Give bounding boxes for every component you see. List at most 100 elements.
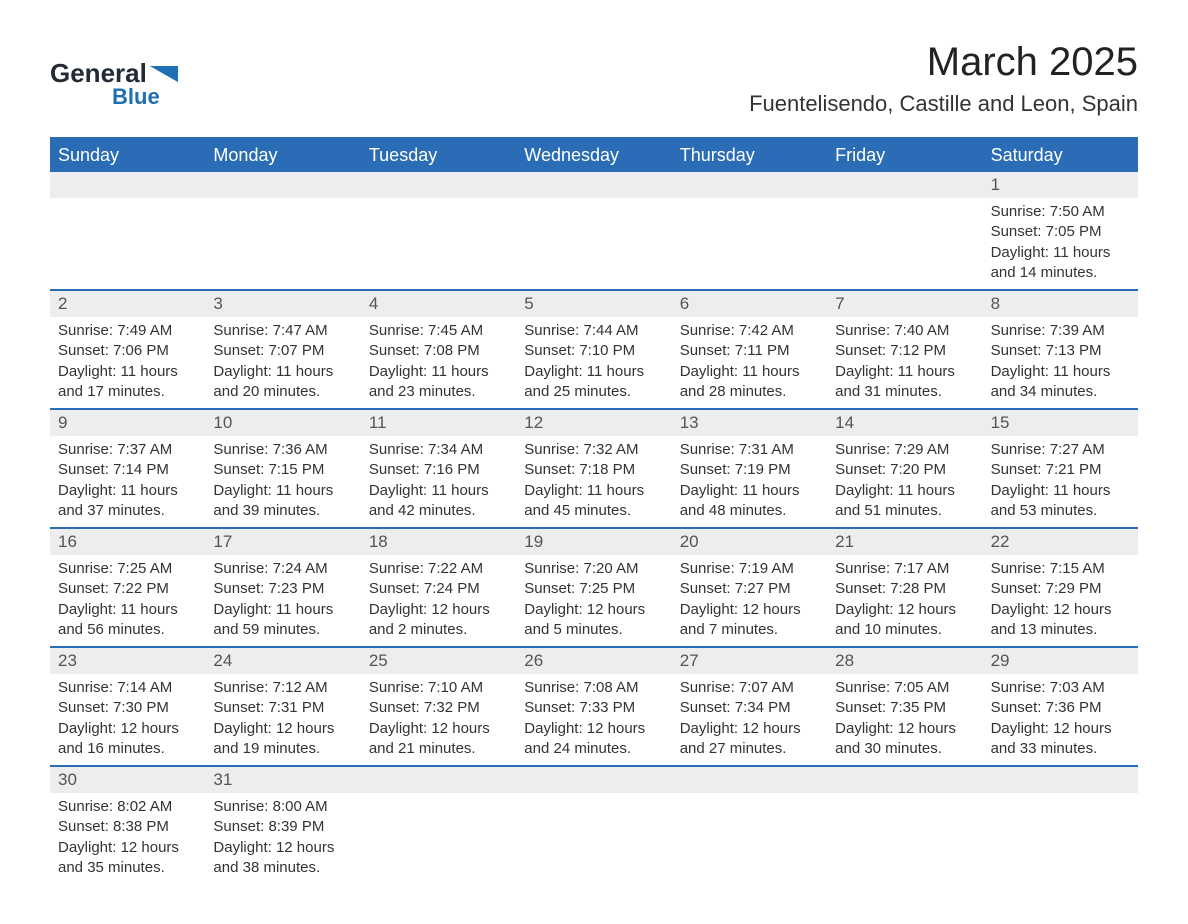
day-body: Sunrise: 7:12 AMSunset: 7:31 PMDaylight:… [205,674,360,759]
day-number-bar: 3 [205,291,360,317]
day-number-bar: 1 [983,172,1138,198]
day-number: 26 [524,651,543,670]
weeks-container: 1Sunrise: 7:50 AMSunset: 7:05 PMDaylight… [50,172,1138,884]
day-number: 2 [58,294,67,313]
day-number-bar [672,172,827,198]
day-body: Sunrise: 7:31 AMSunset: 7:19 PMDaylight:… [672,436,827,521]
day-cell: 31Sunrise: 8:00 AMSunset: 8:39 PMDayligh… [205,767,360,884]
day-number: 22 [991,532,1010,551]
day-day1: Daylight: 11 hours [835,362,974,382]
day-number-bar: 30 [50,767,205,793]
day-cell: 15Sunrise: 7:27 AMSunset: 7:21 PMDayligh… [983,410,1138,527]
day-number: 4 [369,294,378,313]
day-body: Sunrise: 7:34 AMSunset: 7:16 PMDaylight:… [361,436,516,521]
day-body: Sunrise: 7:03 AMSunset: 7:36 PMDaylight:… [983,674,1138,759]
day-sunrise: Sunrise: 8:00 AM [213,797,352,817]
day-day1: Daylight: 11 hours [213,362,352,382]
day-sunrise: Sunrise: 7:20 AM [524,559,663,579]
week-row: 16Sunrise: 7:25 AMSunset: 7:22 PMDayligh… [50,529,1138,648]
day-day2: and 10 minutes. [835,620,974,640]
dow-cell: Wednesday [516,139,671,172]
day-number-bar: 25 [361,648,516,674]
day-cell: 7Sunrise: 7:40 AMSunset: 7:12 PMDaylight… [827,291,982,408]
day-body: Sunrise: 7:05 AMSunset: 7:35 PMDaylight:… [827,674,982,759]
day-sunrise: Sunrise: 7:22 AM [369,559,508,579]
dow-cell: Tuesday [361,139,516,172]
day-number-bar [361,767,516,793]
day-sunrise: Sunrise: 7:40 AM [835,321,974,341]
day-day2: and 31 minutes. [835,382,974,402]
day-number-bar [672,767,827,793]
day-day2: and 14 minutes. [991,263,1130,283]
day-cell: 10Sunrise: 7:36 AMSunset: 7:15 PMDayligh… [205,410,360,527]
day-sunrise: Sunrise: 7:12 AM [213,678,352,698]
day-body: Sunrise: 7:19 AMSunset: 7:27 PMDaylight:… [672,555,827,640]
day-sunset: Sunset: 7:23 PM [213,579,352,599]
day-day1: Daylight: 11 hours [991,481,1130,501]
day-cell: 25Sunrise: 7:10 AMSunset: 7:32 PMDayligh… [361,648,516,765]
day-day2: and 25 minutes. [524,382,663,402]
day-number: 27 [680,651,699,670]
day-cell: 2 Sunrise: 7:49 AMSunset: 7:06 PMDaylight… [50,291,205,408]
day-day1: Daylight: 11 hours [58,600,197,620]
day-day1: Daylight: 11 hours [213,600,352,620]
day-sunset: Sunset: 7:14 PM [58,460,197,480]
day-number-bar: 20 [672,529,827,555]
day-day2: and 23 minutes. [369,382,508,402]
day-body: Sunrise: 7:50 AMSunset: 7:05 PMDaylight:… [983,198,1138,283]
week-row: 1Sunrise: 7:50 AMSunset: 7:05 PMDaylight… [50,172,1138,291]
day-sunrise: Sunrise: 7:19 AM [680,559,819,579]
day-day2: and 28 minutes. [680,382,819,402]
dow-cell: Thursday [672,139,827,172]
day-day2: and 27 minutes. [680,739,819,759]
day-day1: Daylight: 12 hours [58,838,197,858]
day-sunset: Sunset: 7:30 PM [58,698,197,718]
title-block: March 2025 Fuentelisendo, Castille and L… [749,40,1138,125]
day-cell-empty [672,767,827,884]
day-cell: 17Sunrise: 7:24 AMSunset: 7:23 PMDayligh… [205,529,360,646]
day-day2: and 53 minutes. [991,501,1130,521]
day-cell-empty [827,172,982,289]
day-number-bar [516,172,671,198]
day-number-bar: 13 [672,410,827,436]
day-body: Sunrise: 7:49 AMSunset: 7:06 PMDaylight:… [50,317,205,402]
day-day1: Daylight: 11 hours [991,243,1130,263]
day-sunrise: Sunrise: 7:31 AM [680,440,819,460]
day-sunset: Sunset: 7:24 PM [369,579,508,599]
day-number-bar: 26 [516,648,671,674]
day-cell: 22Sunrise: 7:15 AMSunset: 7:29 PMDayligh… [983,529,1138,646]
day-number: 23 [58,651,77,670]
day-sunrise: Sunrise: 7:15 AM [991,559,1130,579]
day-body: Sunrise: 7:27 AMSunset: 7:21 PMDaylight:… [983,436,1138,521]
day-sunrise: Sunrise: 7:29 AM [835,440,974,460]
day-cell-empty [361,172,516,289]
day-body: Sunrise: 7:08 AMSunset: 7:33 PMDaylight:… [516,674,671,759]
day-cell: 20Sunrise: 7:19 AMSunset: 7:27 PMDayligh… [672,529,827,646]
day-sunrise: Sunrise: 7:32 AM [524,440,663,460]
day-number: 18 [369,532,388,551]
day-cell-empty [516,172,671,289]
day-number-bar: 6 [672,291,827,317]
day-sunrise: Sunrise: 7:49 AM [58,321,197,341]
day-sunset: Sunset: 7:33 PM [524,698,663,718]
day-body: Sunrise: 7:32 AMSunset: 7:18 PMDaylight:… [516,436,671,521]
day-body: Sunrise: 7:44 AMSunset: 7:10 PMDaylight:… [516,317,671,402]
day-body: Sunrise: 7:25 AMSunset: 7:22 PMDaylight:… [50,555,205,640]
day-sunset: Sunset: 7:36 PM [991,698,1130,718]
day-sunrise: Sunrise: 7:27 AM [991,440,1130,460]
day-cell: 1Sunrise: 7:50 AMSunset: 7:05 PMDaylight… [983,172,1138,289]
dow-cell: Friday [827,139,982,172]
day-cell: 11Sunrise: 7:34 AMSunset: 7:16 PMDayligh… [361,410,516,527]
day-number-bar [50,172,205,198]
day-sunset: Sunset: 8:38 PM [58,817,197,837]
day-number-bar: 27 [672,648,827,674]
day-sunrise: Sunrise: 7:14 AM [58,678,197,698]
week-row: 30Sunrise: 8:02 AMSunset: 8:38 PMDayligh… [50,767,1138,884]
day-cell: 12Sunrise: 7:32 AMSunset: 7:18 PMDayligh… [516,410,671,527]
day-cell: 5Sunrise: 7:44 AMSunset: 7:10 PMDaylight… [516,291,671,408]
day-body: Sunrise: 7:40 AMSunset: 7:12 PMDaylight:… [827,317,982,402]
day-sunset: Sunset: 7:20 PM [835,460,974,480]
day-body: Sunrise: 7:47 AMSunset: 7:07 PMDaylight:… [205,317,360,402]
day-sunrise: Sunrise: 7:47 AM [213,321,352,341]
day-sunset: Sunset: 7:34 PM [680,698,819,718]
